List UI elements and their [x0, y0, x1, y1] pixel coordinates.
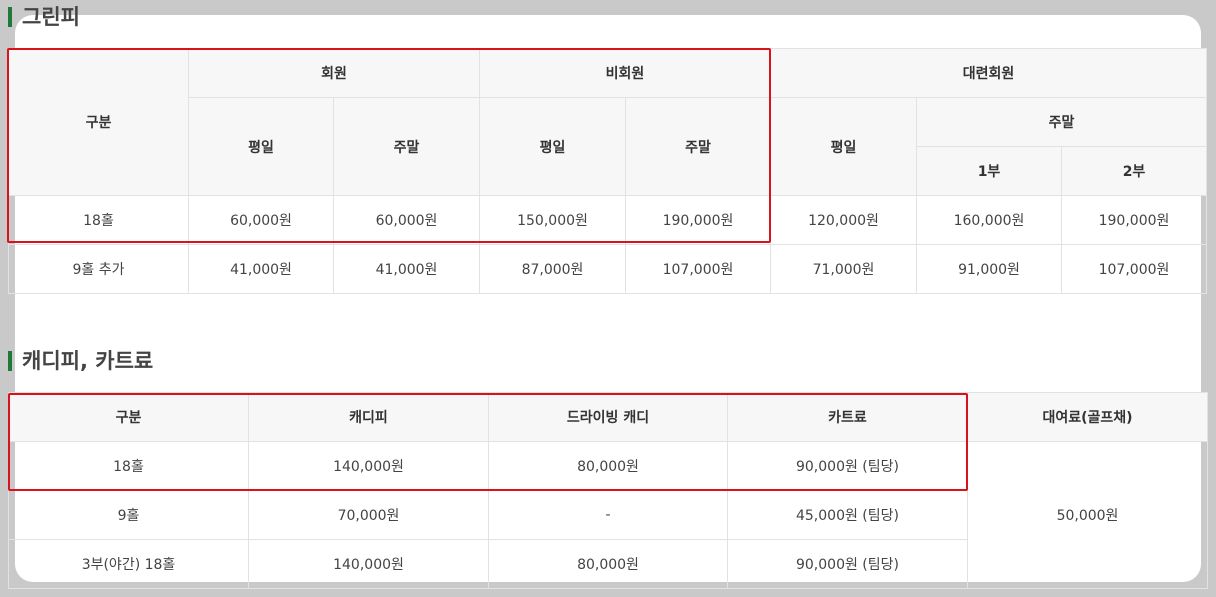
price-cell: 90,000원 (팀당) — [727, 539, 968, 589]
header-rental-fee: 대여료(골프채) — [967, 392, 1208, 442]
header-non-member-weekday: 평일 — [479, 97, 626, 196]
price-cell: 150,000원 — [479, 195, 626, 245]
table-row: 9홀 추가 41,000원 41,000원 87,000원 107,000원 7… — [8, 244, 1207, 294]
price-cell: 80,000원 — [488, 441, 728, 491]
price-cell: 160,000원 — [916, 195, 1062, 245]
header-part1: 1부 — [916, 146, 1062, 196]
header-category: 구분 — [8, 392, 249, 442]
header-driving-caddie: 드라이빙 캐디 — [488, 392, 728, 442]
price-cell: 60,000원 — [333, 195, 480, 245]
row-label: 3부(야간) 18홀 — [8, 539, 249, 589]
header-member-weekend: 주말 — [333, 97, 480, 196]
table-row: 18홀 140,000원 80,000원 90,000원 (팀당) 50,000… — [8, 441, 1208, 589]
header-associate-weekend: 주말 — [916, 97, 1207, 147]
green-fee-title: 그린피 — [8, 6, 80, 28]
price-cell: 87,000원 — [479, 244, 626, 294]
price-cell: 60,000원 — [188, 195, 334, 245]
price-cell: 71,000원 — [770, 244, 917, 294]
title-accent-bar — [8, 7, 12, 27]
price-cell: 91,000원 — [916, 244, 1062, 294]
row-label: 18홀 — [8, 195, 189, 245]
header-category: 구분 — [8, 48, 189, 196]
price-cell: 107,000원 — [625, 244, 771, 294]
header-associate: 대련회원 — [770, 48, 1207, 98]
row-label: 18홀 — [8, 441, 249, 491]
price-cell: 90,000원 (팀당) — [727, 441, 968, 491]
header-non-member: 비회원 — [479, 48, 771, 98]
title-accent-bar — [8, 351, 12, 371]
price-cell: 190,000원 — [1061, 195, 1207, 245]
header-member-weekday: 평일 — [188, 97, 334, 196]
green-fee-table: 구분 회원 비회원 대련회원 평일 주말 평일 주말 평일 주말 1부 2부 1… — [8, 48, 1207, 294]
price-cell: 41,000원 — [333, 244, 480, 294]
header-member: 회원 — [188, 48, 480, 98]
green-fee-title-text: 그린피 — [22, 5, 80, 29]
price-cell: 45,000원 (팀당) — [727, 490, 968, 540]
header-part2: 2부 — [1061, 146, 1207, 196]
price-cell: 41,000원 — [188, 244, 334, 294]
price-cell: 80,000원 — [488, 539, 728, 589]
header-caddie-fee: 캐디피 — [248, 392, 489, 442]
header-associate-weekday: 평일 — [770, 97, 917, 196]
price-cell: 190,000원 — [625, 195, 771, 245]
price-cell: 120,000원 — [770, 195, 917, 245]
caddie-fee-title: 캐디피, 카트료 — [8, 350, 153, 372]
row-label: 9홀 — [8, 490, 249, 540]
price-cell: 140,000원 — [248, 441, 489, 491]
caddie-fee-title-text: 캐디피, 카트료 — [22, 349, 154, 373]
header-cart-fee: 카트료 — [727, 392, 968, 442]
price-cell: 140,000원 — [248, 539, 489, 589]
price-cell: 70,000원 — [248, 490, 489, 540]
table-row: 3부(야간) 18홀 140,000원 80,000원 90,000원 (팀당) — [8, 539, 1208, 589]
rental-price-cell: 50,000원 — [967, 441, 1208, 589]
caddie-fee-table: 구분 캐디피 드라이빙 캐디 카트료 대여료(골프채) 18홀 140,000원… — [8, 392, 1208, 589]
header-non-member-weekend: 주말 — [625, 97, 771, 196]
table-row: 18홀 60,000원 60,000원 150,000원 190,000원 12… — [8, 195, 1207, 245]
price-cell: 107,000원 — [1061, 244, 1207, 294]
price-cell: - — [488, 490, 728, 540]
row-label: 9홀 추가 — [8, 244, 189, 294]
